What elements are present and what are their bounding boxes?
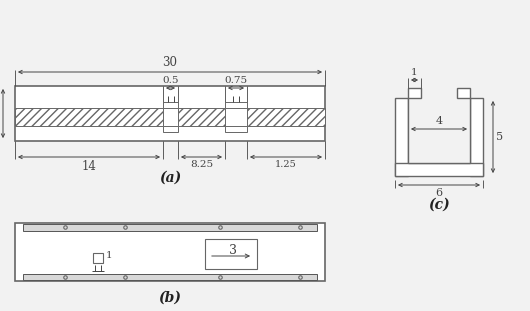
Bar	[15, 108, 163, 126]
Text: (c): (c)	[428, 198, 450, 212]
Text: 6: 6	[436, 188, 443, 198]
Text: 4: 4	[436, 116, 443, 126]
Text: 5: 5	[496, 132, 503, 142]
Bar	[23, 224, 317, 231]
Text: 14: 14	[82, 160, 96, 173]
Text: (b): (b)	[158, 291, 181, 305]
Bar	[408, 98, 470, 163]
Bar	[395, 98, 408, 176]
Bar	[163, 102, 178, 108]
Bar	[23, 274, 317, 280]
Bar	[247, 108, 325, 126]
Bar	[205, 239, 257, 269]
Bar	[15, 223, 325, 281]
Text: 0.75: 0.75	[224, 76, 248, 85]
Bar	[225, 126, 247, 132]
Bar	[93, 253, 103, 263]
Bar	[408, 88, 421, 98]
Text: 8.25: 8.25	[190, 160, 213, 169]
Bar	[470, 98, 483, 176]
Text: 1.25: 1.25	[275, 160, 297, 169]
Text: 1: 1	[106, 252, 112, 261]
Text: 0.5: 0.5	[162, 76, 179, 85]
Text: 1: 1	[411, 68, 418, 77]
Bar	[395, 163, 483, 176]
Bar	[15, 86, 325, 141]
Text: (a): (a)	[159, 171, 181, 185]
Text: 30: 30	[163, 56, 178, 69]
Bar	[178, 108, 225, 126]
Bar	[457, 88, 470, 98]
Text: 3: 3	[229, 244, 237, 257]
Bar	[225, 102, 247, 108]
Bar	[163, 126, 178, 132]
